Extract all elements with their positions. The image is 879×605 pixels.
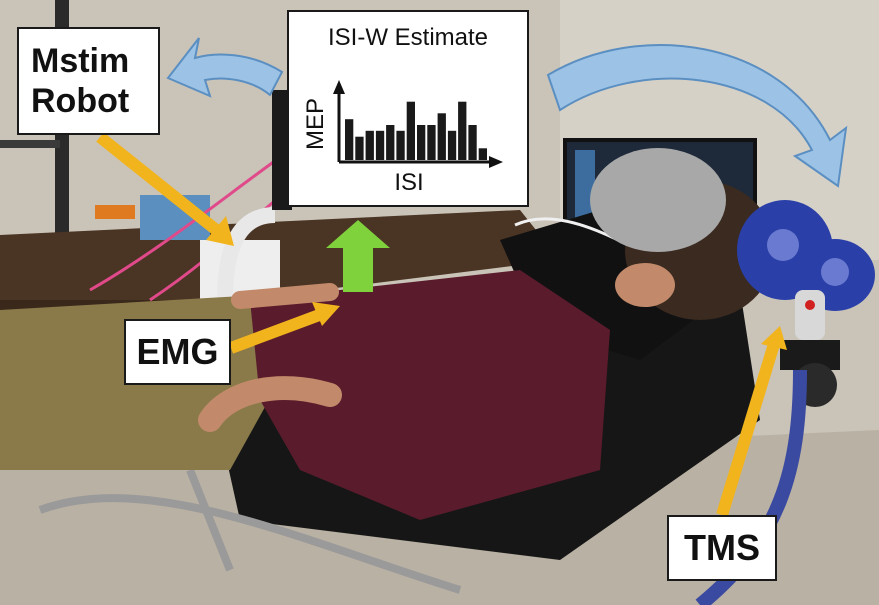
bar bbox=[468, 125, 477, 160]
arrow-tms-pointer-head bbox=[761, 326, 787, 350]
torso bbox=[250, 270, 610, 520]
forearm bbox=[198, 376, 342, 432]
bar bbox=[365, 130, 374, 160]
bar-group bbox=[345, 101, 487, 160]
isi-bar-chart: ISI MEP bbox=[302, 80, 503, 196]
bar bbox=[458, 101, 467, 160]
clamp bbox=[95, 205, 135, 219]
arrow-isi-to-mstim bbox=[166, 37, 284, 98]
face-mask bbox=[590, 148, 726, 252]
arrow-tms-pointer bbox=[716, 342, 780, 517]
emg-label: EMG bbox=[124, 319, 231, 385]
x-axis-label: ISI bbox=[394, 169, 423, 196]
bar bbox=[345, 119, 354, 160]
arrow-mstim-pointer-head bbox=[206, 216, 234, 246]
cable bbox=[89, 148, 291, 292]
y-axis-label: MEP bbox=[302, 98, 329, 150]
chair-frame bbox=[186, 468, 234, 572]
shelf bbox=[0, 140, 60, 148]
tms-label: TMS bbox=[667, 515, 777, 581]
chair-frame bbox=[38, 494, 462, 594]
bar bbox=[417, 125, 426, 160]
arrow-emg-pointer bbox=[228, 308, 325, 354]
bar bbox=[447, 130, 457, 160]
arrow-emg-to-isi bbox=[326, 220, 390, 292]
x-axis-arrowhead bbox=[489, 156, 503, 168]
bar bbox=[375, 130, 385, 160]
y-axis-arrowhead bbox=[333, 80, 345, 94]
bar bbox=[437, 113, 446, 160]
bar bbox=[427, 125, 436, 160]
bar bbox=[406, 101, 415, 160]
arrow-isi-to-tms bbox=[546, 44, 848, 188]
mstim-label-line1: Mstim bbox=[31, 42, 130, 80]
robot-arm bbox=[217, 207, 276, 301]
tms-coil-ring bbox=[821, 258, 849, 286]
ear bbox=[615, 263, 675, 307]
bar bbox=[396, 130, 405, 160]
tms-handle bbox=[795, 290, 825, 340]
bar bbox=[478, 148, 487, 160]
mstim-robot-label: Mstim Robot bbox=[17, 27, 160, 135]
wrist bbox=[231, 283, 339, 309]
tms-button bbox=[805, 300, 815, 310]
isi-estimate-panel: ISI-W Estimate ISI MEP bbox=[287, 10, 529, 207]
isi-panel-title: ISI-W Estimate bbox=[327, 24, 489, 51]
mstim-label-line2: Robot bbox=[31, 82, 130, 120]
bar bbox=[355, 136, 364, 160]
bar bbox=[386, 125, 395, 160]
arrow-emg-pointer-head bbox=[312, 302, 340, 326]
arrow-mstim-pointer bbox=[96, 132, 224, 238]
tms-coil-ring bbox=[767, 229, 799, 261]
